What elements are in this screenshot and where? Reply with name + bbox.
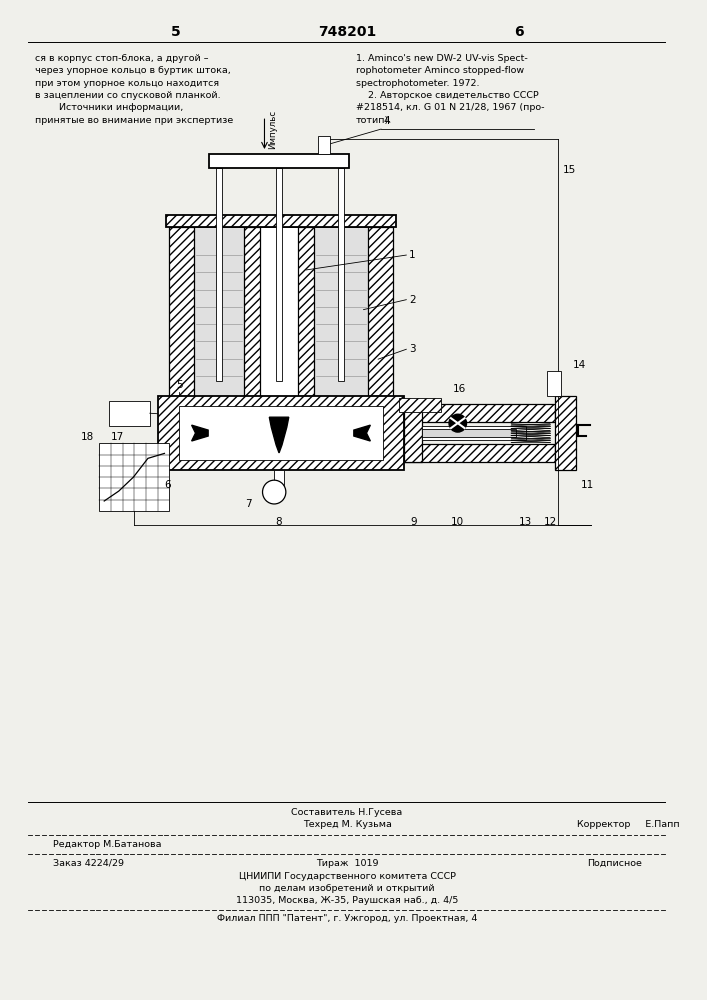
Text: 5: 5 (171, 25, 181, 39)
Bar (404, 404, 555, 422)
Text: 6: 6 (514, 25, 524, 39)
Bar (318, 136, 329, 154)
Bar (404, 404, 422, 462)
Bar (169, 227, 194, 396)
Text: через упорное кольцо в буртик штока,: через упорное кольцо в буртик штока, (35, 66, 231, 75)
Text: 8: 8 (276, 517, 282, 527)
Bar (298, 227, 314, 396)
Bar (179, 406, 383, 460)
Text: 10: 10 (451, 517, 464, 527)
Polygon shape (192, 425, 208, 441)
Text: 1: 1 (409, 250, 416, 260)
Bar (100, 443, 169, 511)
Polygon shape (269, 417, 288, 453)
Circle shape (262, 480, 286, 504)
Bar (158, 396, 404, 470)
Text: 6: 6 (164, 480, 170, 490)
Bar (216, 168, 222, 381)
Text: 16: 16 (453, 384, 466, 394)
Text: 12: 12 (544, 517, 556, 527)
Text: Источники информации,: Источники информации, (35, 103, 184, 112)
Text: тотип).: тотип). (356, 116, 392, 125)
Bar (555, 396, 576, 470)
Bar (314, 227, 368, 396)
Text: принятые во внимание при экспертизе: принятые во внимание при экспертизе (35, 116, 233, 125)
Text: 18: 18 (81, 432, 95, 442)
Text: 3: 3 (409, 344, 416, 354)
Text: Редактор М.Батанова: Редактор М.Батанова (53, 840, 161, 849)
Text: #218514, кл. G 01 N 21/28, 1967 (про-: #218514, кл. G 01 N 21/28, 1967 (про- (356, 103, 544, 112)
Text: Техред М. Кузьма: Техред М. Кузьма (303, 820, 392, 829)
Text: 7: 7 (245, 499, 251, 509)
Text: 11: 11 (581, 480, 595, 490)
Bar (399, 398, 441, 412)
Text: 113035, Москва, Ж-35, Раушская наб., д. 4/5: 113035, Москва, Ж-35, Раушская наб., д. … (236, 896, 458, 905)
Text: 14: 14 (573, 360, 585, 370)
Text: 2. Авторское свидетельство СССР: 2. Авторское свидетельство СССР (356, 91, 539, 100)
Text: 17: 17 (111, 432, 124, 442)
Bar (166, 215, 396, 227)
Bar (422, 429, 516, 437)
Text: по делам изобретений и открытий: по делам изобретений и открытий (259, 884, 435, 893)
Text: Подписное: Подписное (587, 859, 642, 868)
Text: 5: 5 (176, 380, 182, 390)
Bar (109, 401, 150, 426)
Text: 15: 15 (563, 165, 576, 175)
Text: 4: 4 (383, 116, 390, 126)
Text: Импульс: Импульс (269, 110, 277, 149)
Text: Филиал ППП "Патент", г. Ужгород, ул. Проектная, 4: Филиал ППП "Патент", г. Ужгород, ул. Про… (217, 914, 477, 923)
Bar (547, 371, 561, 396)
Circle shape (449, 414, 467, 432)
Text: 2: 2 (409, 295, 416, 305)
Text: ся в корпус стоп-блока, а другой –: ся в корпус стоп-блока, а другой – (35, 54, 209, 63)
Bar (194, 227, 244, 396)
Bar (276, 168, 282, 381)
Text: 13: 13 (519, 517, 532, 527)
Bar (274, 470, 284, 485)
Text: в зацеплении со спусковой планкой.: в зацеплении со спусковой планкой. (35, 91, 221, 100)
Text: 1. Aminco's new DW-2 UV-vis Spect-: 1. Aminco's new DW-2 UV-vis Spect- (356, 54, 527, 63)
Bar (404, 444, 555, 462)
Text: Составитель Н.Гусева: Составитель Н.Гусева (291, 808, 403, 817)
Bar (259, 227, 298, 396)
Bar (209, 154, 349, 168)
Text: 9: 9 (411, 517, 417, 527)
Polygon shape (354, 425, 370, 441)
Bar (422, 426, 526, 440)
Text: rophotometer Aminco stopped-flow: rophotometer Aminco stopped-flow (356, 66, 524, 75)
Text: Тираж  1019: Тираж 1019 (316, 859, 378, 868)
Text: Корректор     Е.Папп: Корректор Е.Папп (577, 820, 680, 829)
Text: spectrophotometer. 1972.: spectrophotometer. 1972. (356, 79, 479, 88)
Text: ЦНИИПИ Государственного комитета СССР: ЦНИИПИ Государственного комитета СССР (238, 872, 455, 881)
Bar (368, 227, 392, 396)
Text: 748201: 748201 (318, 25, 376, 39)
Text: при этом упорное кольцо находится: при этом упорное кольцо находится (35, 79, 219, 88)
Bar (244, 227, 259, 396)
Text: Заказ 4224/29: Заказ 4224/29 (53, 859, 124, 868)
Bar (338, 168, 344, 381)
